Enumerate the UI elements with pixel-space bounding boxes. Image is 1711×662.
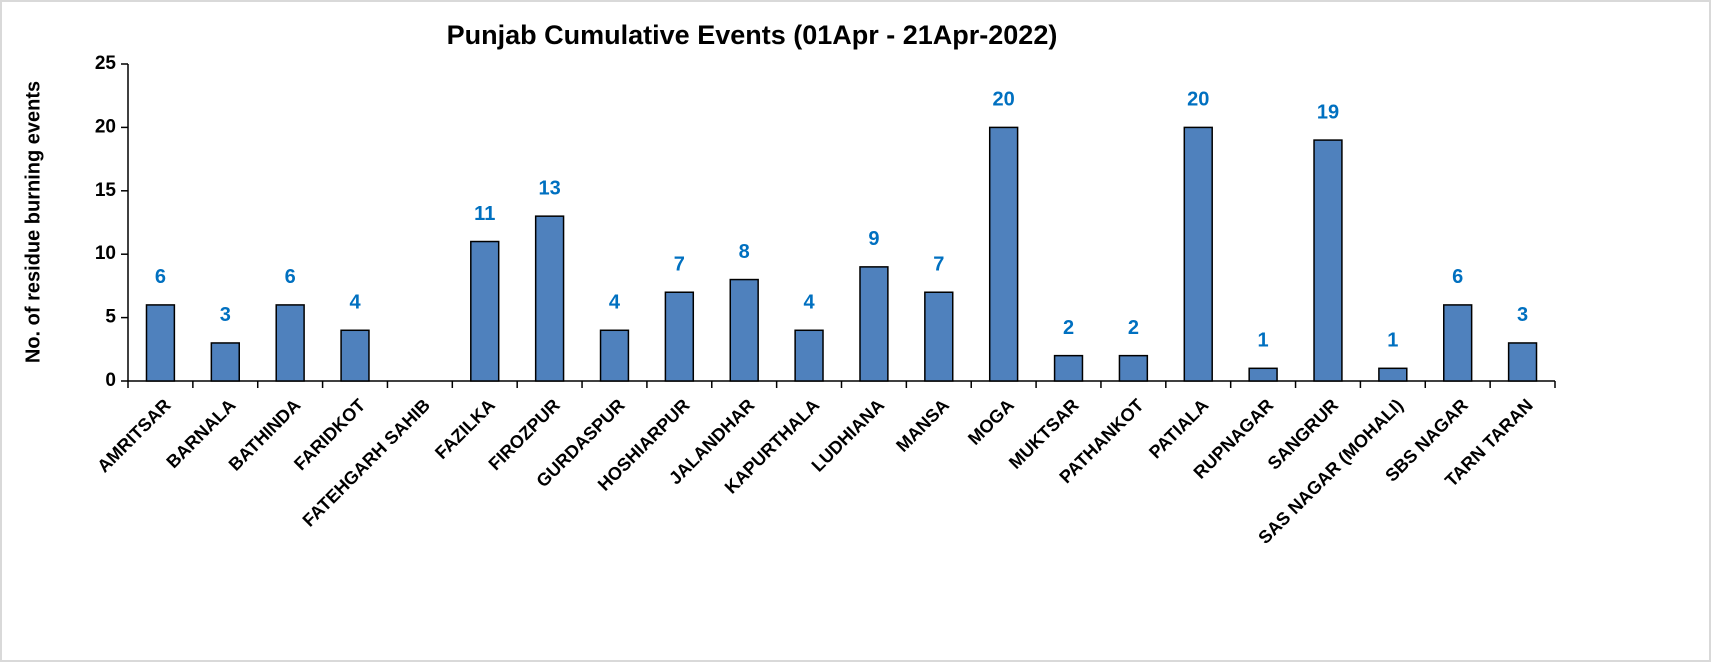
bar <box>1053 354 1084 382</box>
data-label: 19 <box>1317 101 1339 123</box>
bar <box>924 291 954 382</box>
data-label: 7 <box>933 254 944 276</box>
data-label: 3 <box>220 304 231 326</box>
bar <box>729 278 759 382</box>
y-tick-label: 25 <box>95 53 117 74</box>
data-label: 11 <box>474 203 495 225</box>
y-tick-label: 0 <box>105 370 116 391</box>
bar <box>275 304 305 382</box>
y-tick-label: 5 <box>105 307 116 328</box>
bar <box>1313 139 1343 382</box>
data-label: 20 <box>1187 89 1209 111</box>
data-label: 6 <box>1452 266 1463 288</box>
bar <box>1443 304 1473 382</box>
data-label: 4 <box>609 292 621 314</box>
bar <box>1507 342 1538 382</box>
bar <box>1248 367 1278 382</box>
data-label: 8 <box>739 241 750 263</box>
data-label: 6 <box>285 266 296 288</box>
bar <box>1118 354 1149 382</box>
data-label: 4 <box>804 292 816 314</box>
bar <box>534 215 565 382</box>
data-label: 7 <box>674 254 685 276</box>
bar <box>210 342 240 382</box>
bar <box>1183 126 1213 382</box>
data-label: 13 <box>538 177 560 199</box>
y-tick-label: 20 <box>95 116 116 137</box>
data-label: 20 <box>993 89 1015 111</box>
bar <box>859 266 889 382</box>
bar <box>599 329 630 382</box>
data-label: 1 <box>1258 330 1269 352</box>
data-label: 9 <box>868 228 879 250</box>
y-tick-label: 10 <box>95 243 116 264</box>
bar <box>794 329 824 382</box>
bar <box>664 291 695 382</box>
bar <box>470 240 500 382</box>
y-tick-label: 15 <box>95 180 117 201</box>
bar <box>340 329 370 382</box>
data-label: 6 <box>155 266 166 288</box>
chart-title: Punjab Cumulative Events (01Apr - 21Apr-… <box>447 20 1058 50</box>
data-label: 1 <box>1387 330 1398 352</box>
data-label: 4 <box>349 292 361 314</box>
data-label: 2 <box>1063 317 1074 339</box>
bar <box>145 304 176 382</box>
bar <box>1378 367 1408 382</box>
y-axis-label: No. of residue burning events <box>22 81 44 363</box>
bar <box>988 126 1019 382</box>
data-label: 2 <box>1128 317 1139 339</box>
data-label: 3 <box>1517 304 1528 326</box>
